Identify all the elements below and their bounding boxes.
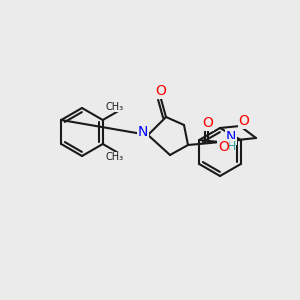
Text: O: O (156, 84, 167, 98)
Text: CH₃: CH₃ (105, 102, 123, 112)
Text: O: O (202, 116, 213, 130)
Text: O: O (218, 140, 229, 154)
Text: O: O (238, 114, 249, 128)
Text: H: H (226, 140, 236, 152)
Text: N: N (226, 130, 236, 144)
Text: CH₃: CH₃ (105, 152, 123, 162)
Text: N: N (138, 125, 148, 139)
